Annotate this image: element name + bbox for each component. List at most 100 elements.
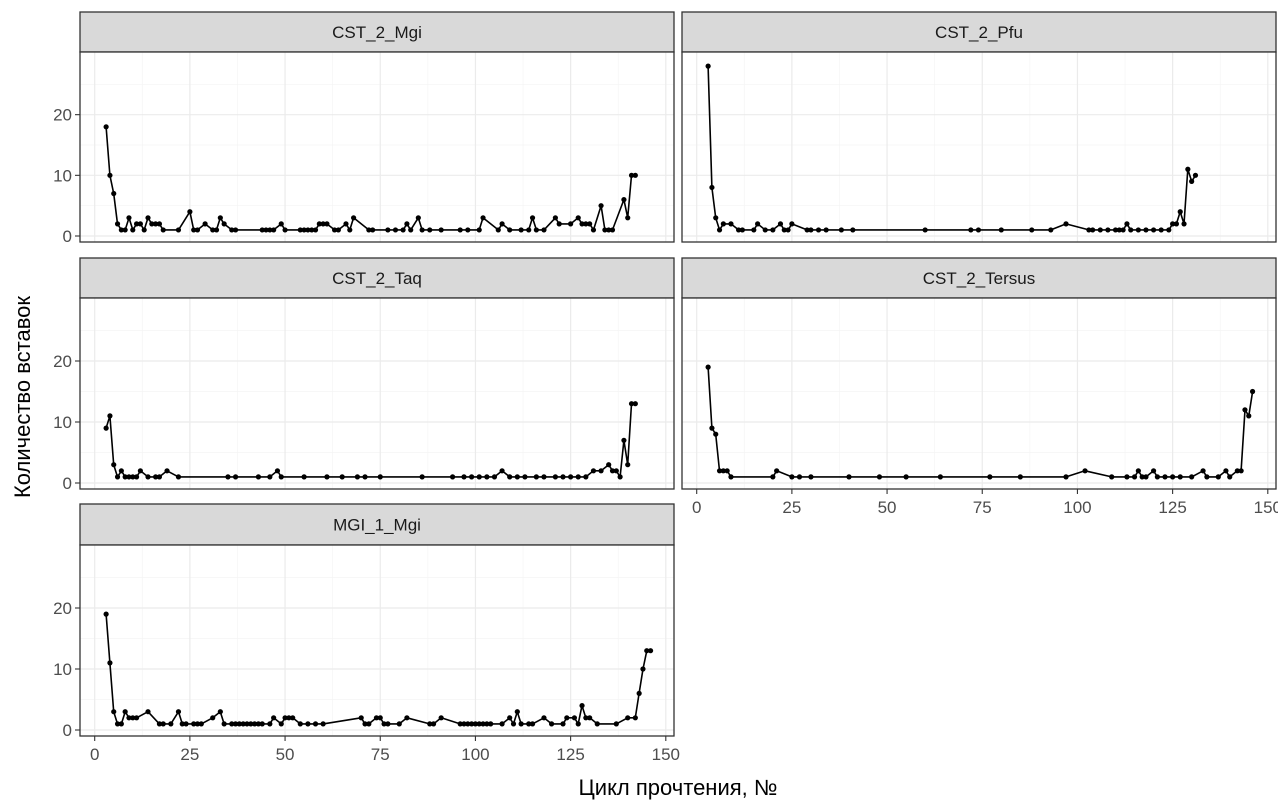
data-point [282, 227, 288, 233]
data-point [1154, 474, 1160, 480]
data-point [255, 474, 262, 480]
data-point [575, 474, 581, 480]
x-tick-label: 25 [782, 498, 801, 517]
data-point [755, 221, 761, 227]
data-point [141, 227, 147, 233]
panel-background [682, 298, 1276, 489]
strip-label: CST_2_Pfu [935, 23, 1023, 42]
data-point [541, 474, 547, 480]
data-point [552, 474, 558, 480]
data-point [156, 221, 163, 227]
data-point [636, 690, 642, 697]
data-point [640, 666, 646, 672]
data-point [427, 721, 433, 727]
data-point [111, 709, 117, 715]
data-point [1048, 227, 1054, 233]
data-point [507, 474, 513, 480]
data-point [1105, 227, 1111, 233]
data-point [564, 715, 570, 721]
data-point [728, 221, 734, 227]
panel-background [80, 545, 674, 736]
strip-background [681, 11, 1277, 53]
data-point [1192, 172, 1199, 178]
data-point [373, 715, 380, 721]
data-point [628, 172, 635, 178]
data-point [713, 215, 719, 221]
panel-border [681, 297, 1277, 490]
data-point [575, 721, 581, 727]
data-point [1177, 474, 1183, 480]
data-point [1234, 468, 1240, 474]
data-point [1150, 468, 1157, 474]
data-point [846, 474, 852, 480]
data-point [987, 474, 993, 480]
data-point [267, 721, 273, 727]
data-point [724, 468, 730, 474]
data-point [1189, 474, 1195, 480]
data-point [381, 721, 387, 727]
data-point [625, 462, 631, 468]
panel-border [681, 51, 1277, 243]
data-point [796, 474, 803, 480]
data-point [309, 227, 315, 233]
data-point [118, 468, 124, 474]
data-point [716, 468, 723, 474]
data-point [153, 474, 159, 480]
data-point [606, 462, 612, 468]
data-point [728, 474, 734, 480]
data-point [785, 227, 791, 233]
data-point [594, 721, 600, 727]
data-point [156, 474, 163, 480]
data-point [632, 715, 638, 721]
data-point [720, 468, 726, 474]
y-tick-label: 20 [53, 106, 72, 125]
data-point [476, 721, 482, 727]
data-point [244, 721, 250, 727]
data-point [1139, 474, 1145, 480]
data-point [160, 721, 166, 727]
data-point [122, 709, 128, 715]
data-point [286, 715, 292, 721]
data-point [1086, 227, 1092, 233]
data-point [606, 227, 612, 233]
data-point [568, 221, 574, 227]
data-point [491, 474, 498, 480]
data-point [1082, 468, 1088, 474]
data-point [324, 221, 330, 227]
data-point [1166, 227, 1172, 233]
data-point [278, 721, 284, 727]
data-point [404, 715, 410, 721]
data-point [126, 215, 132, 221]
data-point [271, 715, 277, 721]
data-point [267, 227, 273, 233]
data-point [400, 227, 406, 233]
data-point [427, 227, 433, 233]
data-point [625, 715, 631, 721]
data-point [1162, 474, 1168, 480]
data-point [609, 468, 616, 474]
data-point [392, 227, 399, 233]
data-point [770, 474, 776, 480]
data-point [358, 715, 364, 721]
data-point [232, 227, 239, 233]
x-tick-label: 75 [371, 745, 390, 764]
data-point [507, 227, 513, 233]
data-point [271, 227, 277, 233]
data-point [350, 215, 357, 221]
data-point [541, 227, 547, 233]
data-point [587, 715, 593, 721]
data-point [1124, 474, 1130, 480]
data-point [202, 221, 208, 227]
data-point [922, 227, 928, 233]
data-point [331, 227, 338, 233]
data-point [1063, 221, 1069, 227]
data-point [191, 721, 197, 727]
data-point [789, 474, 795, 480]
panel-MGI_1_Mgi: MGI_1_Mgi 0 10 20 0 25 50 75 100 125 150 [53, 503, 680, 764]
x-tick-label: 150 [1254, 498, 1278, 517]
data-point [339, 474, 345, 480]
data-point [191, 227, 197, 233]
data-point [510, 721, 517, 727]
data-point [118, 227, 124, 233]
data-point [590, 227, 597, 233]
